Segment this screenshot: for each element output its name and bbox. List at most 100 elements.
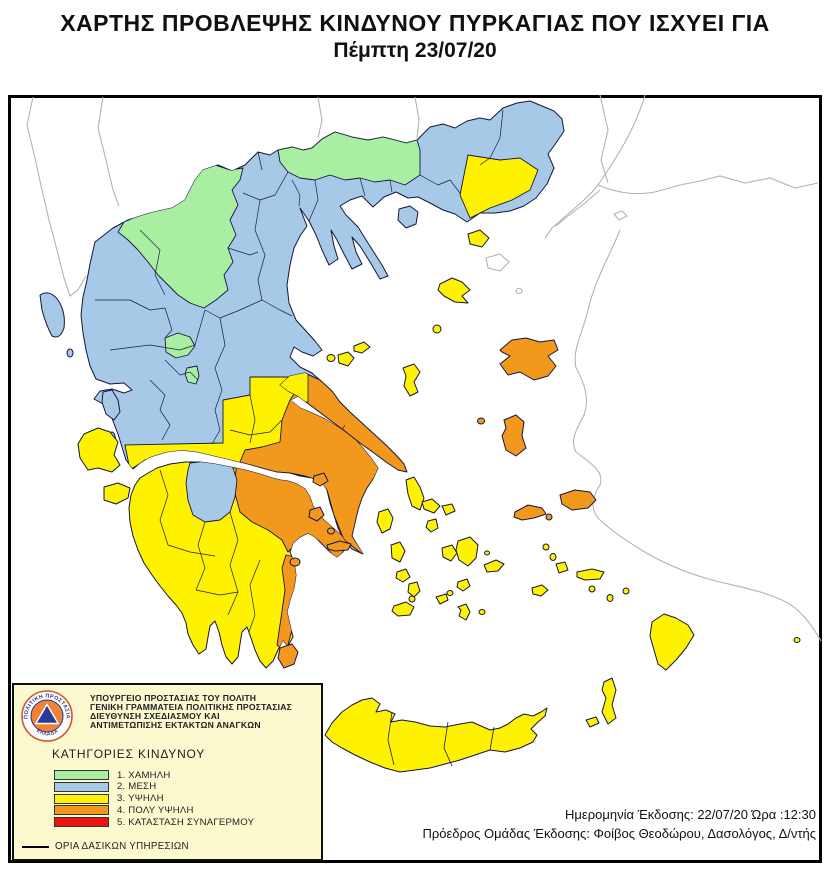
marmara-island-outline [613, 210, 628, 221]
org-line: ΑΝΤΙΜΕΤΩΠΙΣΗΣ ΕΚΤΑΚΤΩΝ ΑΝΑΓΚΩΝ [90, 719, 261, 730]
nmacedonia-bulgaria-border [317, 96, 323, 139]
region-thasos [397, 205, 419, 229]
region-astypalea [531, 584, 549, 597]
region-ios [456, 578, 471, 592]
bulgaria-turkey-border [599, 94, 609, 184]
legend-row-very-high: 4. ΠΟΛΥ ΥΨΗΛΗ [54, 804, 254, 816]
bulgaria-border [414, 96, 420, 139]
region-thessaly-patch-b [184, 365, 200, 385]
region-salamina [312, 472, 329, 487]
region-zakynthos [103, 482, 131, 505]
region-kythnos [390, 541, 406, 563]
civil-protection-logo-icon: ΠΟΛΙΤΙΚΗ ΠΡΟΣΤΑΣΙΑ ΕΛΛΑΔΑ [21, 690, 73, 742]
bozcaada-island-outline [515, 287, 523, 295]
region-lefkada [101, 389, 121, 421]
region-sifnos [407, 581, 421, 598]
region-spetses [289, 557, 301, 567]
region-aegina [308, 506, 325, 522]
legend-label: 3. ΥΨΗΛΗ [117, 793, 164, 805]
gokceada-island-outline [485, 253, 510, 272]
region-amorgos [483, 559, 505, 573]
region-nisyros [588, 585, 596, 593]
islands [39, 205, 801, 728]
page-title: ΧΑΡΤΗΣ ΠΡΟΒΛΕΨΗΣ ΚΙΝΔΥΝΟΥ ΠΥΡΚΑΓΙΑΣ ΠΟΥ … [60, 10, 770, 36]
legend-heading: ΚΑΤΗΓΟΡΙΕΣ ΚΙΝΔΥΝΟΥ [52, 747, 206, 761]
region-evros-south [459, 154, 539, 219]
region-agios-efstratios [432, 324, 442, 334]
medium-risk-swatch [54, 781, 109, 792]
region-donousa [484, 550, 490, 556]
issue-info: Ημερομηνία Έκδοσης: 22/07/20 Ώρα :12:30 … [330, 805, 816, 843]
region-limnos [437, 277, 471, 304]
region-ikaria [513, 504, 547, 521]
region-lesvos [499, 337, 559, 381]
region-rhodes [649, 613, 695, 671]
region-milos [391, 601, 415, 617]
region-syros [425, 518, 439, 533]
region-samothraki [467, 229, 490, 248]
crete-island [324, 697, 548, 773]
very-high-risk-swatch [54, 805, 109, 816]
region-anafi [478, 609, 486, 615]
boundary-line-swatch [22, 845, 49, 848]
region-sikinos [446, 590, 454, 596]
region-corfu [39, 292, 65, 338]
region-karpathos [601, 677, 617, 725]
albania-nmacedonia-border [97, 96, 120, 207]
turkey-anatolia-coast [573, 229, 822, 642]
alert-state-swatch [54, 817, 109, 828]
logo-bottom-text: ΕΛΛΑΔΑ [35, 728, 59, 738]
region-symi [622, 587, 630, 595]
region-kastellorizo [793, 637, 801, 643]
region-chios [501, 414, 527, 457]
forest-service-boundary-row: ΟΡΙΑ ΔΑΣΙΚΩΝ ΥΠΗΡΕΣΙΩΝ [22, 841, 189, 852]
legend-row-medium: 2. ΜΕΣΗ [54, 781, 254, 792]
legend-rows: 1. ΧΑΜΗΛΗ 2. ΜΕΣΗ 3. ΥΨΗΛΗ 4. ΠΟΛΥ ΥΨΗΛΗ… [54, 770, 254, 829]
region-serifos [395, 568, 411, 583]
region-samos [559, 489, 597, 511]
region-thessaly-patch-a [164, 332, 196, 359]
neighbor-country-outlines [26, 94, 822, 642]
low-risk-swatch [54, 770, 109, 780]
region-andros [405, 476, 425, 511]
region-tilos [606, 594, 614, 602]
region-mykonos [441, 503, 456, 516]
region-north-border-band [277, 131, 421, 186]
region-patmos [542, 543, 550, 551]
region-paros [441, 544, 458, 562]
region-naxos [455, 536, 479, 567]
region-folegandros [435, 593, 449, 605]
region-skyros [402, 363, 421, 397]
issue-president-line: Πρόεδρος Ομάδας Έκδοσης: Φοίβος Θεοδώρου… [422, 826, 816, 841]
peloponnese [128, 461, 348, 669]
region-arcadia [185, 462, 238, 523]
high-risk-swatch [54, 793, 109, 804]
legend-row-high: 3. ΥΨΗΛΗ [54, 793, 254, 805]
region-psara [477, 417, 485, 425]
region-leros [549, 553, 557, 561]
region-fourni [545, 513, 553, 521]
legend-row-low: 1. ΧΑΜΗΛΗ [54, 769, 254, 781]
region-skiathos [326, 354, 336, 362]
region-skopelos [337, 351, 355, 367]
page-subtitle: Πέμπτη 23/07/20 [333, 39, 497, 62]
region-kasos [585, 716, 600, 728]
title-block: ΧΑΡΤΗΣ ΠΡΟΒΛΕΨΗΣ ΚΙΝΔΥΝΟΥ ΠΥΡΚΑΓΙΑΣ ΠΟΥ … [0, 10, 830, 63]
legend-label: 4. ΠΟΛΥ ΥΨΗΛΗ [117, 804, 194, 816]
region-kea [376, 508, 394, 534]
organization-lines: ΥΠΟΥΡΓΕΙΟ ΠΡΟΣΤΑΣΙΑΣ ΤΟΥ ΠΟΛΙΤΗ ΓΕΝΙΚΗ Γ… [90, 694, 292, 730]
region-paxi [66, 348, 74, 358]
legend-label: 1. ΧΑΜΗΛΗ [117, 769, 171, 781]
region-hydra [326, 540, 352, 552]
issue-date-line: Ημερομηνία Έκδοσης: 22/07/20 Ώρα :12:30 [565, 807, 816, 822]
org-line: ΥΠΟΥΡΓΕΙΟ ΠΡΟΣΤΑΣΙΑΣ ΤΟΥ ΠΟΛΙΤΗ [90, 693, 257, 703]
region-kalymnos [555, 561, 569, 574]
legend-row-alert: 5. ΚΑΤΑΣΤΑΣΗ ΣΥΝΑΓΕΡΜΟΥ [54, 817, 254, 828]
region-santorini [457, 603, 471, 621]
region-evia [279, 372, 408, 473]
region-alonissos [353, 341, 371, 354]
region-poros [327, 527, 335, 535]
region-tinos [421, 498, 441, 514]
